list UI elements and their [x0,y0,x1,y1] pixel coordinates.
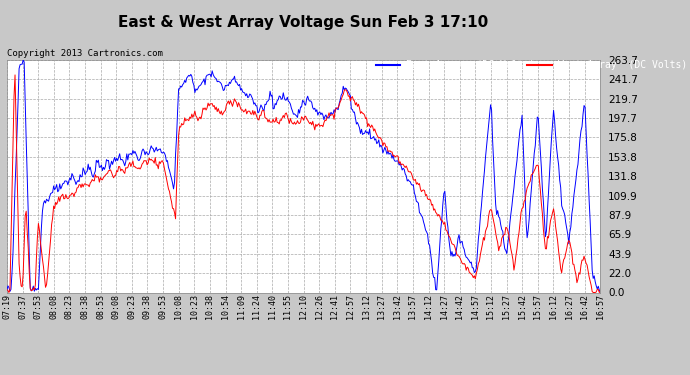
Text: East Array  (DC Volts): East Array (DC Volts) [406,60,535,70]
Text: West Array  (DC Volts): West Array (DC Volts) [558,60,687,70]
Text: Copyright 2013 Cartronics.com: Copyright 2013 Cartronics.com [7,49,163,58]
Text: East & West Array Voltage Sun Feb 3 17:10: East & West Array Voltage Sun Feb 3 17:1… [119,15,489,30]
